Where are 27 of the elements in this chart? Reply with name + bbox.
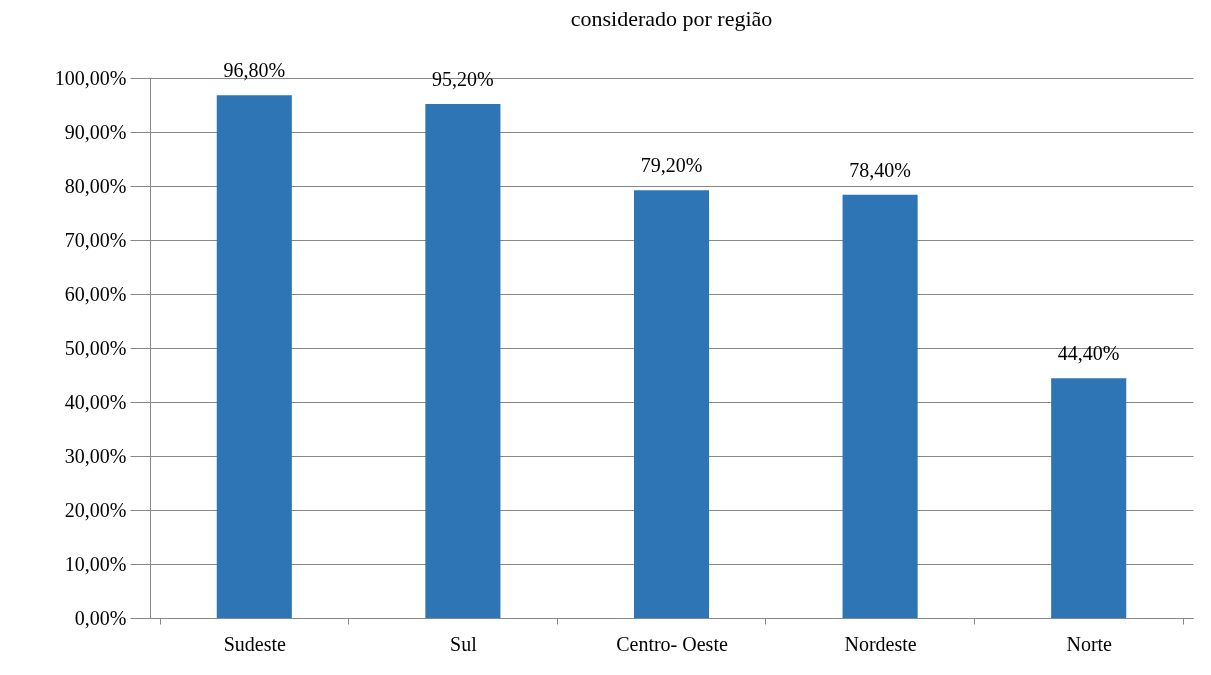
x-tick-label: Centro- Oeste xyxy=(616,632,728,655)
y-tick-label: 10,00% xyxy=(64,552,127,575)
y-tick-label: 60,00% xyxy=(64,282,127,305)
data-label: 79,20% xyxy=(640,154,703,177)
y-tick-label: 90,00% xyxy=(64,120,127,143)
data-label: 44,40% xyxy=(1057,342,1120,365)
data-label: 96,80% xyxy=(223,59,286,82)
data-label: 78,40% xyxy=(849,158,911,181)
y-tick-label: 80,00% xyxy=(64,174,127,197)
chart-title: considerado por região xyxy=(570,6,773,32)
x-tick-label: Sul xyxy=(450,632,478,655)
bar xyxy=(633,190,710,618)
data-label: 95,20% xyxy=(432,67,494,90)
x-tick-label: Nordeste xyxy=(844,632,917,655)
y-tick-label: 50,00% xyxy=(64,336,127,359)
y-tick-label: 100,00% xyxy=(54,66,127,89)
y-tick-label: 40,00% xyxy=(64,390,127,413)
y-tick-label: 20,00% xyxy=(64,498,127,521)
y-tick-label: 0,00% xyxy=(74,606,127,629)
bar xyxy=(1051,378,1127,618)
y-tick-label: 70,00% xyxy=(64,228,127,251)
y-tick-label: 30,00% xyxy=(64,444,127,467)
bar xyxy=(842,194,918,618)
x-tick-label: Norte xyxy=(1066,632,1113,655)
bar xyxy=(425,103,501,618)
bar xyxy=(216,95,292,618)
x-tick-label: Sudeste xyxy=(223,632,287,655)
